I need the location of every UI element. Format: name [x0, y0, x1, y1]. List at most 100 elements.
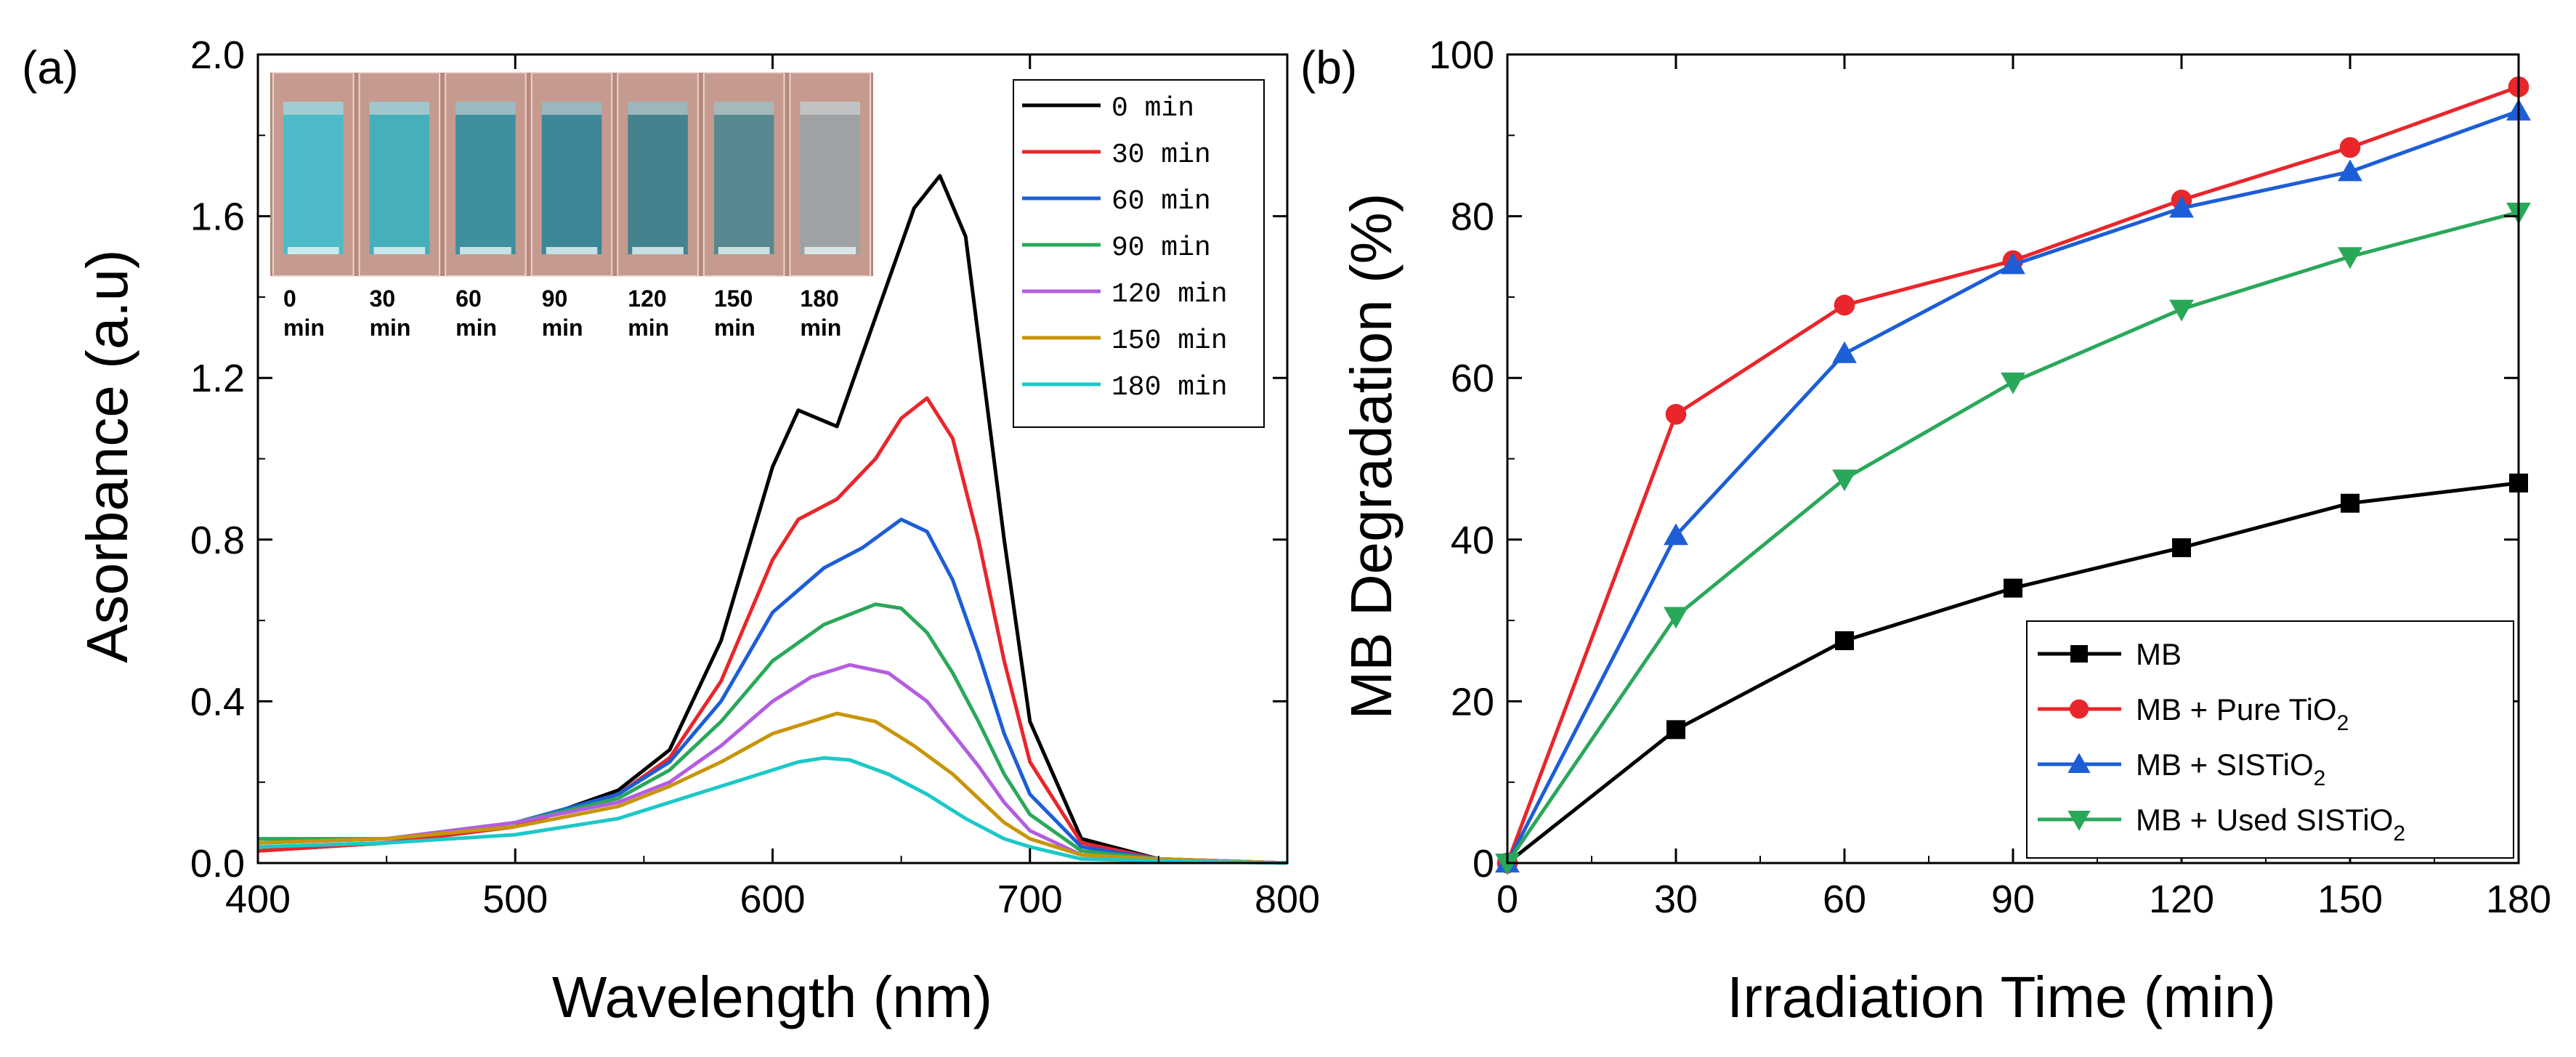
legend-subscript: 2: [2393, 822, 2405, 846]
legend-subscript: 2: [2337, 711, 2349, 735]
cuvette-solution: [455, 102, 516, 254]
y-tick-label: 0.0: [190, 842, 245, 886]
data-point: [2169, 195, 2194, 218]
legend-marker: [2070, 645, 2088, 663]
x-tick-label: 0: [1496, 878, 1518, 921]
panel-a-y-axis-label: Asorbance (a.u): [75, 249, 139, 663]
inset-unit-label: min: [800, 315, 841, 341]
x-tick-label: 600: [740, 878, 805, 921]
inset-unit-label: min: [542, 315, 583, 341]
inset-time-label: 0: [283, 285, 296, 312]
legend-box: [1013, 79, 1265, 428]
panel-b-label: (b): [1300, 41, 1357, 94]
spectrum-line-4: [257, 663, 1288, 865]
data-point: [1666, 720, 1685, 740]
data-point: [2339, 137, 2361, 158]
data-point: [1665, 403, 1687, 425]
x-tick-label: 90: [1991, 878, 2035, 921]
spectrum-line-0: [257, 174, 1288, 865]
y-tick-label: 60: [1451, 357, 1494, 400]
cuvette-solution: [713, 102, 774, 254]
data-point: [1835, 631, 1854, 650]
inset-time-label: 150: [714, 285, 753, 312]
cuvette-base-highlight: [804, 247, 856, 254]
x-tick-label: 700: [997, 878, 1063, 921]
cuvette-base-highlight: [373, 247, 426, 254]
legend-entry: 30 min: [1111, 139, 1211, 171]
cuvette-base-highlight: [546, 247, 598, 254]
x-tick-label: 60: [1823, 878, 1866, 921]
data-point: [2004, 578, 2022, 598]
y-tick-label: 1.2: [190, 357, 245, 400]
y-tick-label: 20: [1451, 680, 1494, 724]
legend-subscript: 2: [2314, 766, 2326, 790]
cuvette-solution: [283, 102, 344, 254]
data-point: [2338, 247, 2362, 270]
inset-time-label: 60: [455, 285, 482, 312]
spectrum-line-3: [258, 602, 1288, 865]
inset-time-label: 90: [542, 285, 568, 312]
cuvette-cap-reflection: [713, 102, 774, 115]
legend-entry: MB: [2136, 637, 2182, 671]
cuvette-cap-reflection: [455, 102, 516, 115]
inset-unit-label: min: [455, 315, 497, 341]
inset-time-label: 120: [628, 285, 666, 312]
data-point: [1834, 294, 1855, 316]
y-tick-label: 1.6: [190, 195, 245, 239]
cuvette-base-highlight: [632, 247, 684, 254]
y-tick-label: 80: [1451, 195, 1494, 239]
inset-unit-label: min: [628, 315, 669, 341]
cuvette-solution: [800, 102, 860, 254]
cuvette-base-highlight: [718, 247, 770, 254]
legend-entry: 0 min: [1111, 93, 1194, 124]
y-tick-label: 0: [1473, 842, 1494, 886]
cuvette-cap-reflection: [541, 102, 602, 115]
data-point: [1664, 607, 1688, 629]
panel-a-label: (a): [22, 41, 78, 94]
y-tick-label: 100: [1429, 33, 1494, 77]
legend-entry: 150 min: [1111, 325, 1228, 357]
legend-entry: 60 min: [1111, 186, 1211, 217]
cuvette-photo-inset: 0 min 30 min 60 min 90 min 120 min 150 min 180 min: [270, 72, 873, 341]
x-tick-label: 400: [225, 878, 291, 921]
inset-time-label: 180: [800, 285, 838, 312]
cuvette-base-highlight: [460, 247, 511, 254]
cuvette-cap-reflection: [800, 102, 860, 115]
data-point: [2001, 372, 2025, 394]
x-tick-label: 120: [2149, 878, 2214, 921]
x-tick-label: 180: [2486, 878, 2551, 921]
x-tick-label: 150: [2317, 878, 2383, 921]
panel-b-y-axis-label: MB Degradation (%): [1339, 193, 1404, 720]
x-tick-label: 30: [1654, 878, 1698, 921]
data-point: [1495, 854, 1520, 875]
cuvette-cap-reflection: [283, 102, 344, 115]
y-tick-label: 0.8: [190, 519, 245, 562]
legend-entry: 90 min: [1111, 232, 1211, 264]
inset-unit-label: min: [714, 315, 756, 341]
legend-marker: [2067, 753, 2091, 773]
data-point: [1832, 341, 1857, 363]
data-point: [2341, 493, 2360, 513]
spectrum-line-2: [257, 517, 1288, 865]
legend-marker: [2069, 699, 2089, 719]
cuvette-solution: [369, 102, 430, 254]
data-point: [1664, 523, 1688, 546]
panel-a-absorbance-chart: (a) 400 500 600 700 800 0.0 0.4 0.8 1.2 1.6 2.0 0 m…: [22, 33, 1320, 1029]
inset-unit-label: min: [283, 315, 325, 341]
inset-time-label: 30: [370, 285, 396, 312]
y-tick-label: 0.4: [190, 680, 245, 724]
cuvette-cap-reflection: [369, 102, 430, 115]
spectrum-line-5: [257, 711, 1288, 865]
data-point: [2169, 299, 2194, 322]
data-point: [2172, 538, 2191, 557]
inset-unit-label: min: [370, 315, 411, 341]
legend-entry: 180 min: [1111, 372, 1228, 403]
panel-a-legend: 0 min 30 min 60 min 90 min 120 min 150 min 180…: [1013, 79, 1265, 428]
legend-entry: 120 min: [1111, 279, 1228, 310]
cuvette-cap-reflection: [628, 102, 688, 115]
cuvette-solution: [628, 102, 688, 254]
data-point: [2001, 252, 2025, 275]
